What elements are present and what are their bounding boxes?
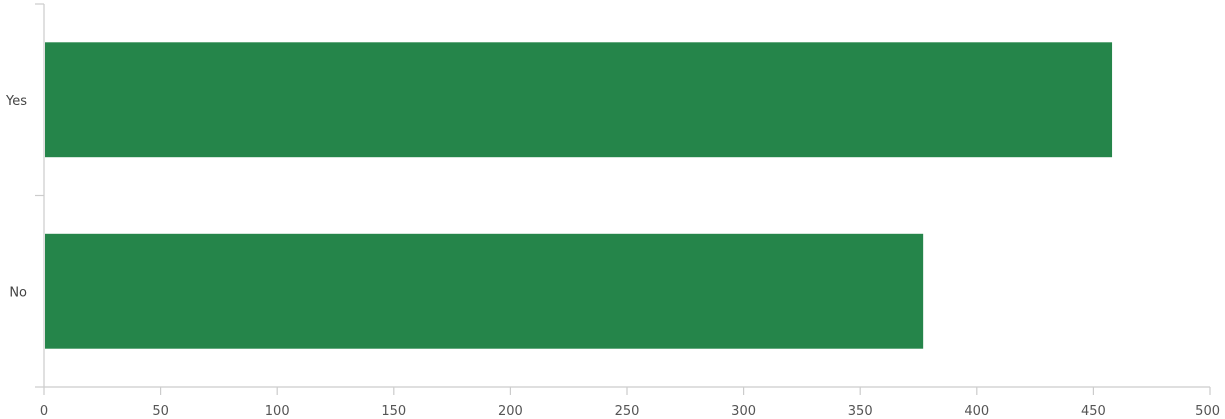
category-label-no: No — [9, 285, 27, 300]
x-tick-label-50: 50 — [152, 404, 169, 419]
x-tick-label-150: 150 — [381, 404, 406, 419]
x-tick-label-250: 250 — [615, 404, 640, 419]
bar-no[interactable] — [45, 233, 924, 349]
y-axis — [35, 3, 45, 388]
x-tick-label-300: 300 — [731, 404, 756, 419]
x-tick-labels: 0 50 100 150 200 250 300 350 400 450 500 — [40, 404, 1220, 419]
x-tick-label-200: 200 — [498, 404, 523, 419]
bars — [45, 42, 1113, 349]
x-tick-label-400: 400 — [964, 404, 989, 419]
x-tick-label-500: 500 — [1195, 404, 1220, 419]
bar-yes[interactable] — [45, 42, 1113, 158]
x-tick-label-100: 100 — [265, 404, 290, 419]
x-tick-label-0: 0 — [40, 404, 48, 419]
category-label-yes: Yes — [5, 94, 27, 109]
x-axis — [43, 386, 1211, 395]
x-tick-label-350: 350 — [848, 404, 873, 419]
category-labels: Yes No — [5, 94, 27, 301]
x-tick-label-450: 450 — [1081, 404, 1106, 419]
